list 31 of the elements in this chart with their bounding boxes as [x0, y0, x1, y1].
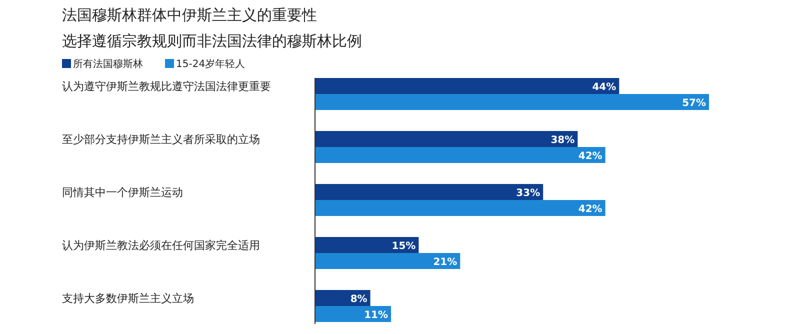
- text: 法国穆斯林群体中伊斯兰主义的重要性: [62, 6, 317, 24]
- legend-label: 所有法国穆斯林: [73, 58, 143, 70]
- bar: [315, 237, 419, 253]
- legend-item: 15-24岁年轻人: [165, 59, 246, 70]
- y-tick-label: 支持大多数伊斯兰主义立场: [62, 292, 194, 305]
- data-label: 11%: [364, 310, 388, 321]
- data-label: 33%: [516, 188, 540, 199]
- legend-label: 15-24岁年轻人: [176, 58, 246, 70]
- data-label: 44%: [592, 82, 616, 93]
- chart-subtitle: 选择遵循宗教规则而非法国法律的穆斯林比例: [62, 32, 362, 50]
- y-tick-label: 同情其中一个伊斯兰运动: [62, 186, 183, 199]
- data-label: 8%: [350, 294, 368, 305]
- bar: [315, 290, 370, 306]
- legend-item: 所有法国穆斯林: [62, 59, 143, 70]
- data-label: 57%: [682, 98, 706, 109]
- bar: [315, 306, 392, 322]
- y-tick-label: 认为遵守伊斯兰教规比遵守法国法律更重要: [62, 80, 271, 93]
- y-tick-label: 至少部分支持伊斯兰主义者所采取的立场: [62, 133, 260, 146]
- y-tick-label: 认为伊斯兰教法必须在任何国家完全适用: [62, 239, 260, 252]
- data-label: 15%: [392, 241, 416, 252]
- bar: [315, 147, 606, 163]
- bar: [315, 78, 620, 94]
- bar: [315, 131, 578, 147]
- bar: [315, 253, 460, 269]
- data-label: 38%: [550, 135, 575, 146]
- data-label: 21%: [433, 257, 458, 268]
- data-label: 42%: [578, 204, 602, 215]
- bar: [315, 184, 544, 200]
- bar: [315, 94, 709, 110]
- data-label: 42%: [578, 151, 602, 162]
- bar: [315, 200, 606, 216]
